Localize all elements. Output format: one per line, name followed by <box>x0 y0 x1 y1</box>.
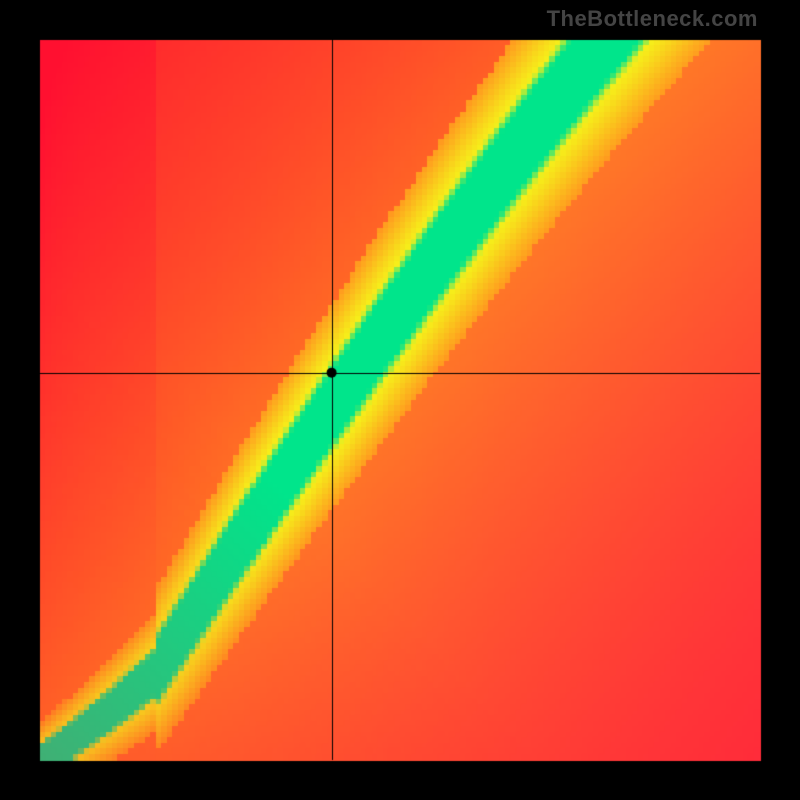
watermark-text: TheBottleneck.com <box>547 6 758 32</box>
heatmap-canvas <box>0 0 800 800</box>
chart-container: TheBottleneck.com <box>0 0 800 800</box>
